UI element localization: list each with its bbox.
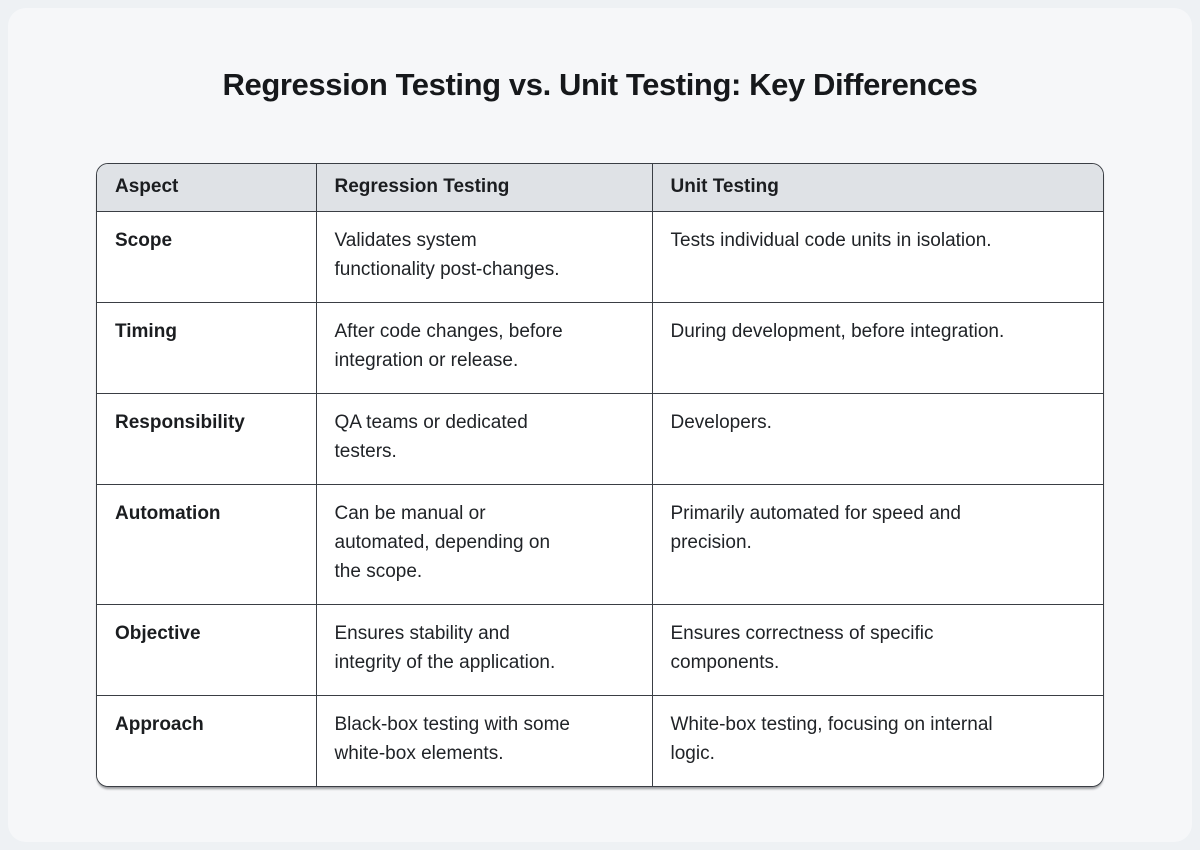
regression-cell: Black-box testing with some white-box el… [315, 695, 653, 786]
table-row-automation: Automation Can be manual or automated, d… [97, 484, 1103, 605]
aspect-cell: Responsibility [97, 393, 317, 485]
table-row-objective: Objective Ensures stability and integrit… [97, 604, 1103, 696]
unit-cell: Developers. [651, 393, 1103, 485]
unit-cell: Ensures correctness of specific componen… [651, 604, 1103, 696]
unit-cell: Primarily automated for speed and precis… [651, 484, 1103, 605]
unit-cell: White-box testing, focusing on internal … [651, 695, 1103, 786]
content-card: Regression Testing vs. Unit Testing: Key… [8, 8, 1192, 842]
header-cell-aspect: Aspect [97, 164, 317, 212]
aspect-cell: Automation [97, 484, 317, 605]
table-row-responsibility: Responsibility QA teams or dedicated tes… [97, 393, 1103, 485]
regression-cell: Validates system functionality post-chan… [315, 211, 653, 303]
header-cell-unit-testing: Unit Testing [651, 164, 1103, 212]
regression-cell: After code changes, before integration o… [315, 302, 653, 394]
regression-cell: QA teams or dedicated testers. [315, 393, 653, 485]
regression-cell: Ensures stability and integrity of the a… [315, 604, 653, 696]
aspect-cell: Objective [97, 604, 317, 696]
aspect-cell: Scope [97, 211, 317, 303]
aspect-cell: Timing [97, 302, 317, 394]
table-row-approach: Approach Black-box testing with some whi… [97, 695, 1103, 786]
table-row-timing: Timing After code changes, before integr… [97, 302, 1103, 394]
unit-cell: Tests individual code units in isolation… [651, 211, 1103, 303]
table-row-scope: Scope Validates system functionality pos… [97, 211, 1103, 303]
comparison-table-grid: Aspect Regression Testing Unit Testing S… [97, 164, 1103, 786]
regression-cell: Can be manual or automated, depending on… [315, 484, 653, 605]
aspect-cell: Approach [97, 695, 317, 786]
header-cell-regression-testing: Regression Testing [315, 164, 653, 212]
unit-cell: During development, before integration. [651, 302, 1103, 394]
comparison-table: Aspect Regression Testing Unit Testing S… [96, 163, 1104, 787]
table-header-row: Aspect Regression Testing Unit Testing [97, 164, 1103, 212]
page-title: Regression Testing vs. Unit Testing: Key… [222, 67, 978, 102]
